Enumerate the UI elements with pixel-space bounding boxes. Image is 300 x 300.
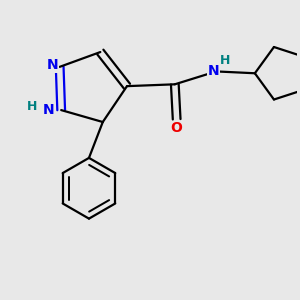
Text: H: H — [220, 54, 231, 67]
Text: O: O — [171, 122, 183, 136]
Text: N: N — [46, 58, 58, 72]
Text: N: N — [43, 103, 54, 117]
Text: N: N — [208, 64, 219, 78]
Text: H: H — [27, 100, 37, 113]
